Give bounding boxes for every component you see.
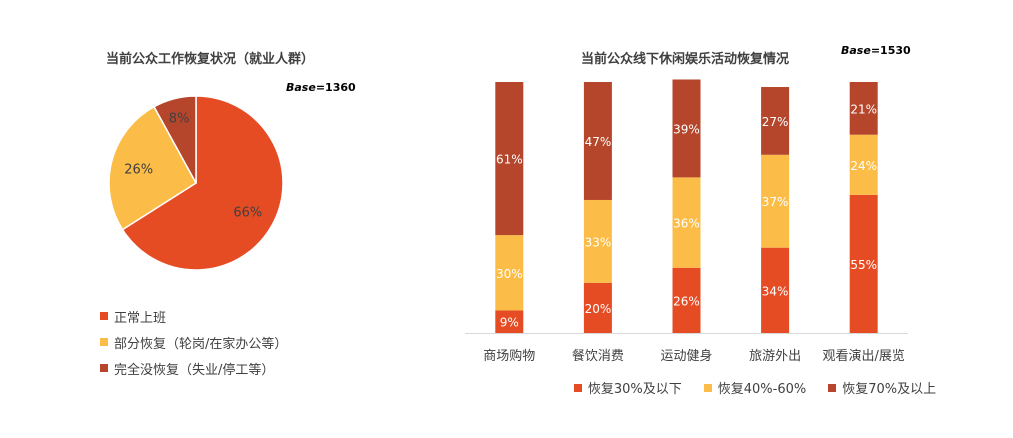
bar-data-label: 55% bbox=[850, 258, 877, 272]
bar-data-label: 37% bbox=[762, 195, 789, 209]
bar-legend-item: 恢复30%及以下 bbox=[573, 378, 682, 397]
pie-chart: 66% 26% 8% bbox=[108, 95, 284, 271]
bar-base-label: Base=1530 bbox=[841, 44, 911, 57]
bar-data-label: 36% bbox=[673, 217, 700, 231]
bar-segment bbox=[849, 194, 878, 333]
bar-legend-swatch bbox=[573, 383, 582, 392]
bar-data-label: 21% bbox=[850, 102, 877, 116]
bar-data-label: 26% bbox=[673, 294, 700, 308]
bar-segment bbox=[672, 79, 701, 178]
bar-data-label: 20% bbox=[585, 302, 612, 316]
bar-category-label: 观看演出/展览 bbox=[823, 348, 905, 364]
bar-segment bbox=[672, 267, 701, 333]
bar-segment bbox=[761, 87, 790, 155]
bar-data-label: 30% bbox=[496, 267, 523, 281]
bar-legend-label: 恢复70%及以上 bbox=[842, 382, 937, 397]
bar-segment bbox=[761, 154, 790, 248]
bar-segment bbox=[495, 235, 524, 311]
bar-data-label: 33% bbox=[585, 235, 612, 249]
bar-legend-label: 恢复30%及以下 bbox=[587, 382, 682, 397]
bar-segment bbox=[583, 199, 612, 283]
bar-base-prefix: Base bbox=[841, 44, 871, 57]
pie-legend-swatch bbox=[100, 338, 108, 346]
bar-data-label: 34% bbox=[762, 284, 789, 298]
pie-legend-item: 完全没恢复（失业/停工等） bbox=[100, 355, 287, 381]
bar-segment bbox=[495, 310, 524, 333]
pie-chart-panel: 当前公众工作恢复状况（就业人群） Base=1360 66% 26% 8% 正常上班… bbox=[0, 0, 440, 438]
bar-segment bbox=[761, 247, 790, 333]
bar-segment bbox=[583, 82, 612, 200]
bar-legend-swatch bbox=[703, 383, 712, 392]
pie-legend-item: 正常上班 bbox=[100, 303, 287, 329]
bar-segment bbox=[495, 82, 524, 236]
bar-category-label: 商场购物 bbox=[483, 348, 535, 364]
bar-legend-swatch bbox=[828, 383, 837, 392]
bar-segment bbox=[583, 282, 612, 333]
bar-legend-item: 恢复70%及以上 bbox=[828, 378, 936, 397]
pie-slice-label: 26% bbox=[124, 162, 153, 177]
pie-slice-label: 8% bbox=[169, 111, 190, 126]
pie-legend-label: 部分恢复（轮岗/在家办公等） bbox=[114, 336, 288, 352]
bar-category-label: 旅游外出 bbox=[749, 349, 801, 364]
bar-data-label: 47% bbox=[585, 135, 612, 149]
bar-chart-title: 当前公众线下休闲娱乐活动恢复情况 bbox=[580, 52, 789, 67]
pie-chart-title: 当前公众工作恢复状况（就业人群） bbox=[105, 52, 314, 67]
pie-legend: 正常上班 部分恢复（轮岗/在家办公等） 完全没恢复（失业/停工等） bbox=[100, 303, 287, 381]
bar-legend-label: 恢复40%-60% bbox=[717, 382, 807, 397]
pie-base-value: =1360 bbox=[315, 81, 356, 94]
bar-legend-item: 恢复40%-60% bbox=[703, 378, 807, 397]
pie-slice bbox=[108, 105, 197, 231]
bar-data-label: 9% bbox=[500, 316, 519, 330]
pie-legend-item: 部分恢复（轮岗/在家办公等） bbox=[100, 329, 287, 355]
pie-legend-swatch bbox=[100, 312, 108, 320]
bar-category-label: 餐饮消费 bbox=[572, 348, 624, 364]
bar-chart-panel: 当前公众线下休闲娱乐活动恢复情况 Base=1530 9% 30% 61% 商场购物 2… bbox=[440, 0, 1013, 438]
pie-legend-swatch bbox=[100, 364, 108, 372]
bar-data-label: 61% bbox=[496, 153, 523, 167]
stacked-bar-chart: 9% 30% 61% 商场购物 20% 33% 47% 餐饮消费 26% 36% 39% 运动健身 34… bbox=[465, 79, 908, 364]
pie-base-prefix: Base bbox=[286, 81, 316, 94]
pie-slice-label: 66% bbox=[233, 206, 262, 221]
pie-slice bbox=[121, 95, 284, 271]
bar-data-label: 27% bbox=[762, 115, 789, 129]
bar-data-label: 39% bbox=[673, 122, 700, 136]
pie-base-label: Base=1360 bbox=[286, 81, 356, 94]
bar-segment bbox=[672, 177, 701, 268]
bar-segment bbox=[849, 82, 878, 135]
pie-legend-label: 完全没恢复（失业/停工等） bbox=[114, 362, 275, 378]
bar-category-label: 运动健身 bbox=[660, 348, 712, 364]
bar-data-label: 24% bbox=[850, 159, 877, 173]
pie-legend-label: 正常上班 bbox=[114, 310, 167, 326]
pie-slice bbox=[153, 95, 197, 184]
bar-legend: 恢复30%及以下 恢复40%-60% 恢复70%及以上 bbox=[520, 378, 990, 397]
bar-base-value: =1530 bbox=[870, 44, 911, 57]
bar-segment bbox=[849, 134, 878, 195]
